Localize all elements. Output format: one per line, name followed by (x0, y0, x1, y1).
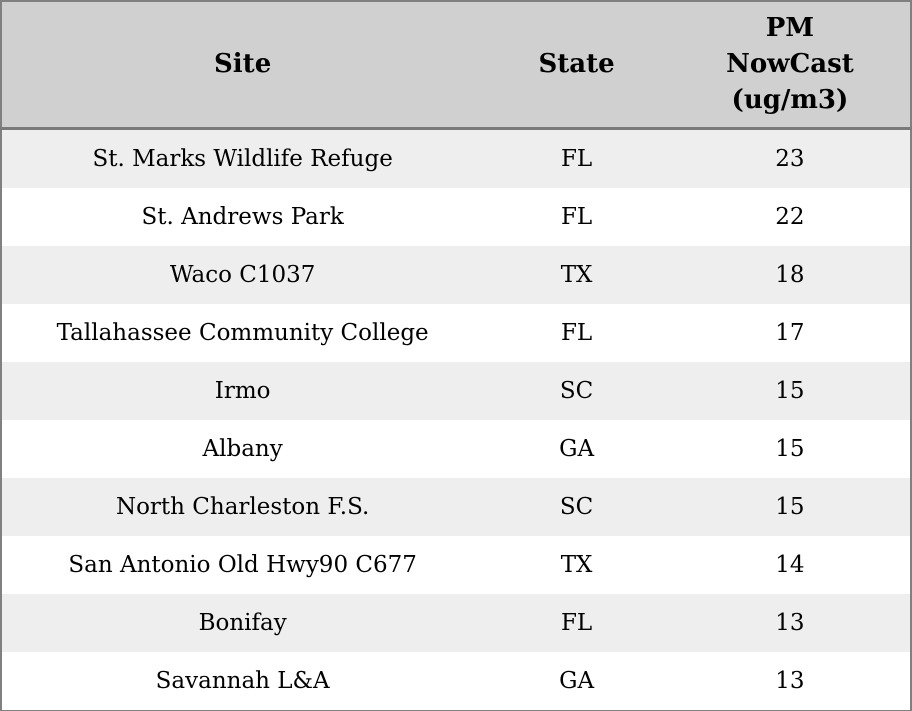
header-row: Site State PM NowCast (ug/m3) (1, 1, 911, 130)
cell-pm: 22 (775, 203, 805, 230)
cell-state: SC (559, 377, 594, 404)
table-body: St. Marks Wildlife Refuge FL 23 St. Andrews… (1, 128, 911, 711)
cell-state: TX (560, 261, 593, 288)
table-row: Savannah L&A GA 13 (1, 651, 911, 711)
cell-state: SC (559, 493, 594, 520)
cell-site: St. Marks Wildlife Refuge (92, 145, 393, 172)
column-header-state: State (483, 1, 670, 130)
cell-site: Bonifay (198, 609, 287, 636)
table-row: Albany GA 15 (1, 419, 911, 478)
cell-state: FL (560, 609, 593, 636)
table-row: San Antonio Old Hwy90 C677 TX 14 (1, 535, 911, 594)
column-header-site: Site (1, 1, 484, 130)
cell-pm: 15 (775, 377, 805, 404)
cell-pm: 15 (775, 435, 805, 462)
table-row: Waco C1037 TX 18 (1, 245, 911, 304)
cell-state: GA (559, 435, 595, 462)
table-row: North Charleston F.S. SC 15 (1, 477, 911, 536)
cell-state: FL (560, 319, 593, 346)
cell-pm: 18 (775, 261, 805, 288)
cell-site: Waco C1037 (169, 261, 316, 288)
cell-pm: 13 (775, 667, 805, 694)
table-row: St. Andrews Park FL 22 (1, 187, 911, 246)
table-row: St. Marks Wildlife Refuge FL 23 (1, 128, 911, 188)
cell-site: San Antonio Old Hwy90 C677 (68, 551, 417, 578)
cell-site: St. Andrews Park (141, 203, 344, 230)
cell-site: Albany (202, 435, 283, 462)
cell-site: North Charleston F.S. (115, 493, 370, 520)
cell-pm: 15 (775, 493, 805, 520)
cell-pm: 17 (775, 319, 805, 346)
cell-site: Savannah L&A (155, 667, 330, 694)
cell-state: FL (560, 203, 593, 230)
cell-pm: 23 (775, 145, 805, 172)
cell-site: Tallahassee Community College (56, 319, 429, 346)
cell-state: GA (559, 667, 595, 694)
cell-pm: 13 (775, 609, 805, 636)
cell-site: Irmo (214, 377, 271, 404)
table-row: Irmo SC 15 (1, 361, 911, 420)
cell-pm: 14 (775, 551, 805, 578)
cell-state: FL (560, 145, 593, 172)
table-row: Tallahassee Community College FL 17 (1, 303, 911, 362)
cell-state: TX (560, 551, 593, 578)
column-header-pm-nowcast: PM NowCast (ug/m3) (669, 1, 911, 130)
table-row: Bonifay FL 13 (1, 593, 911, 652)
